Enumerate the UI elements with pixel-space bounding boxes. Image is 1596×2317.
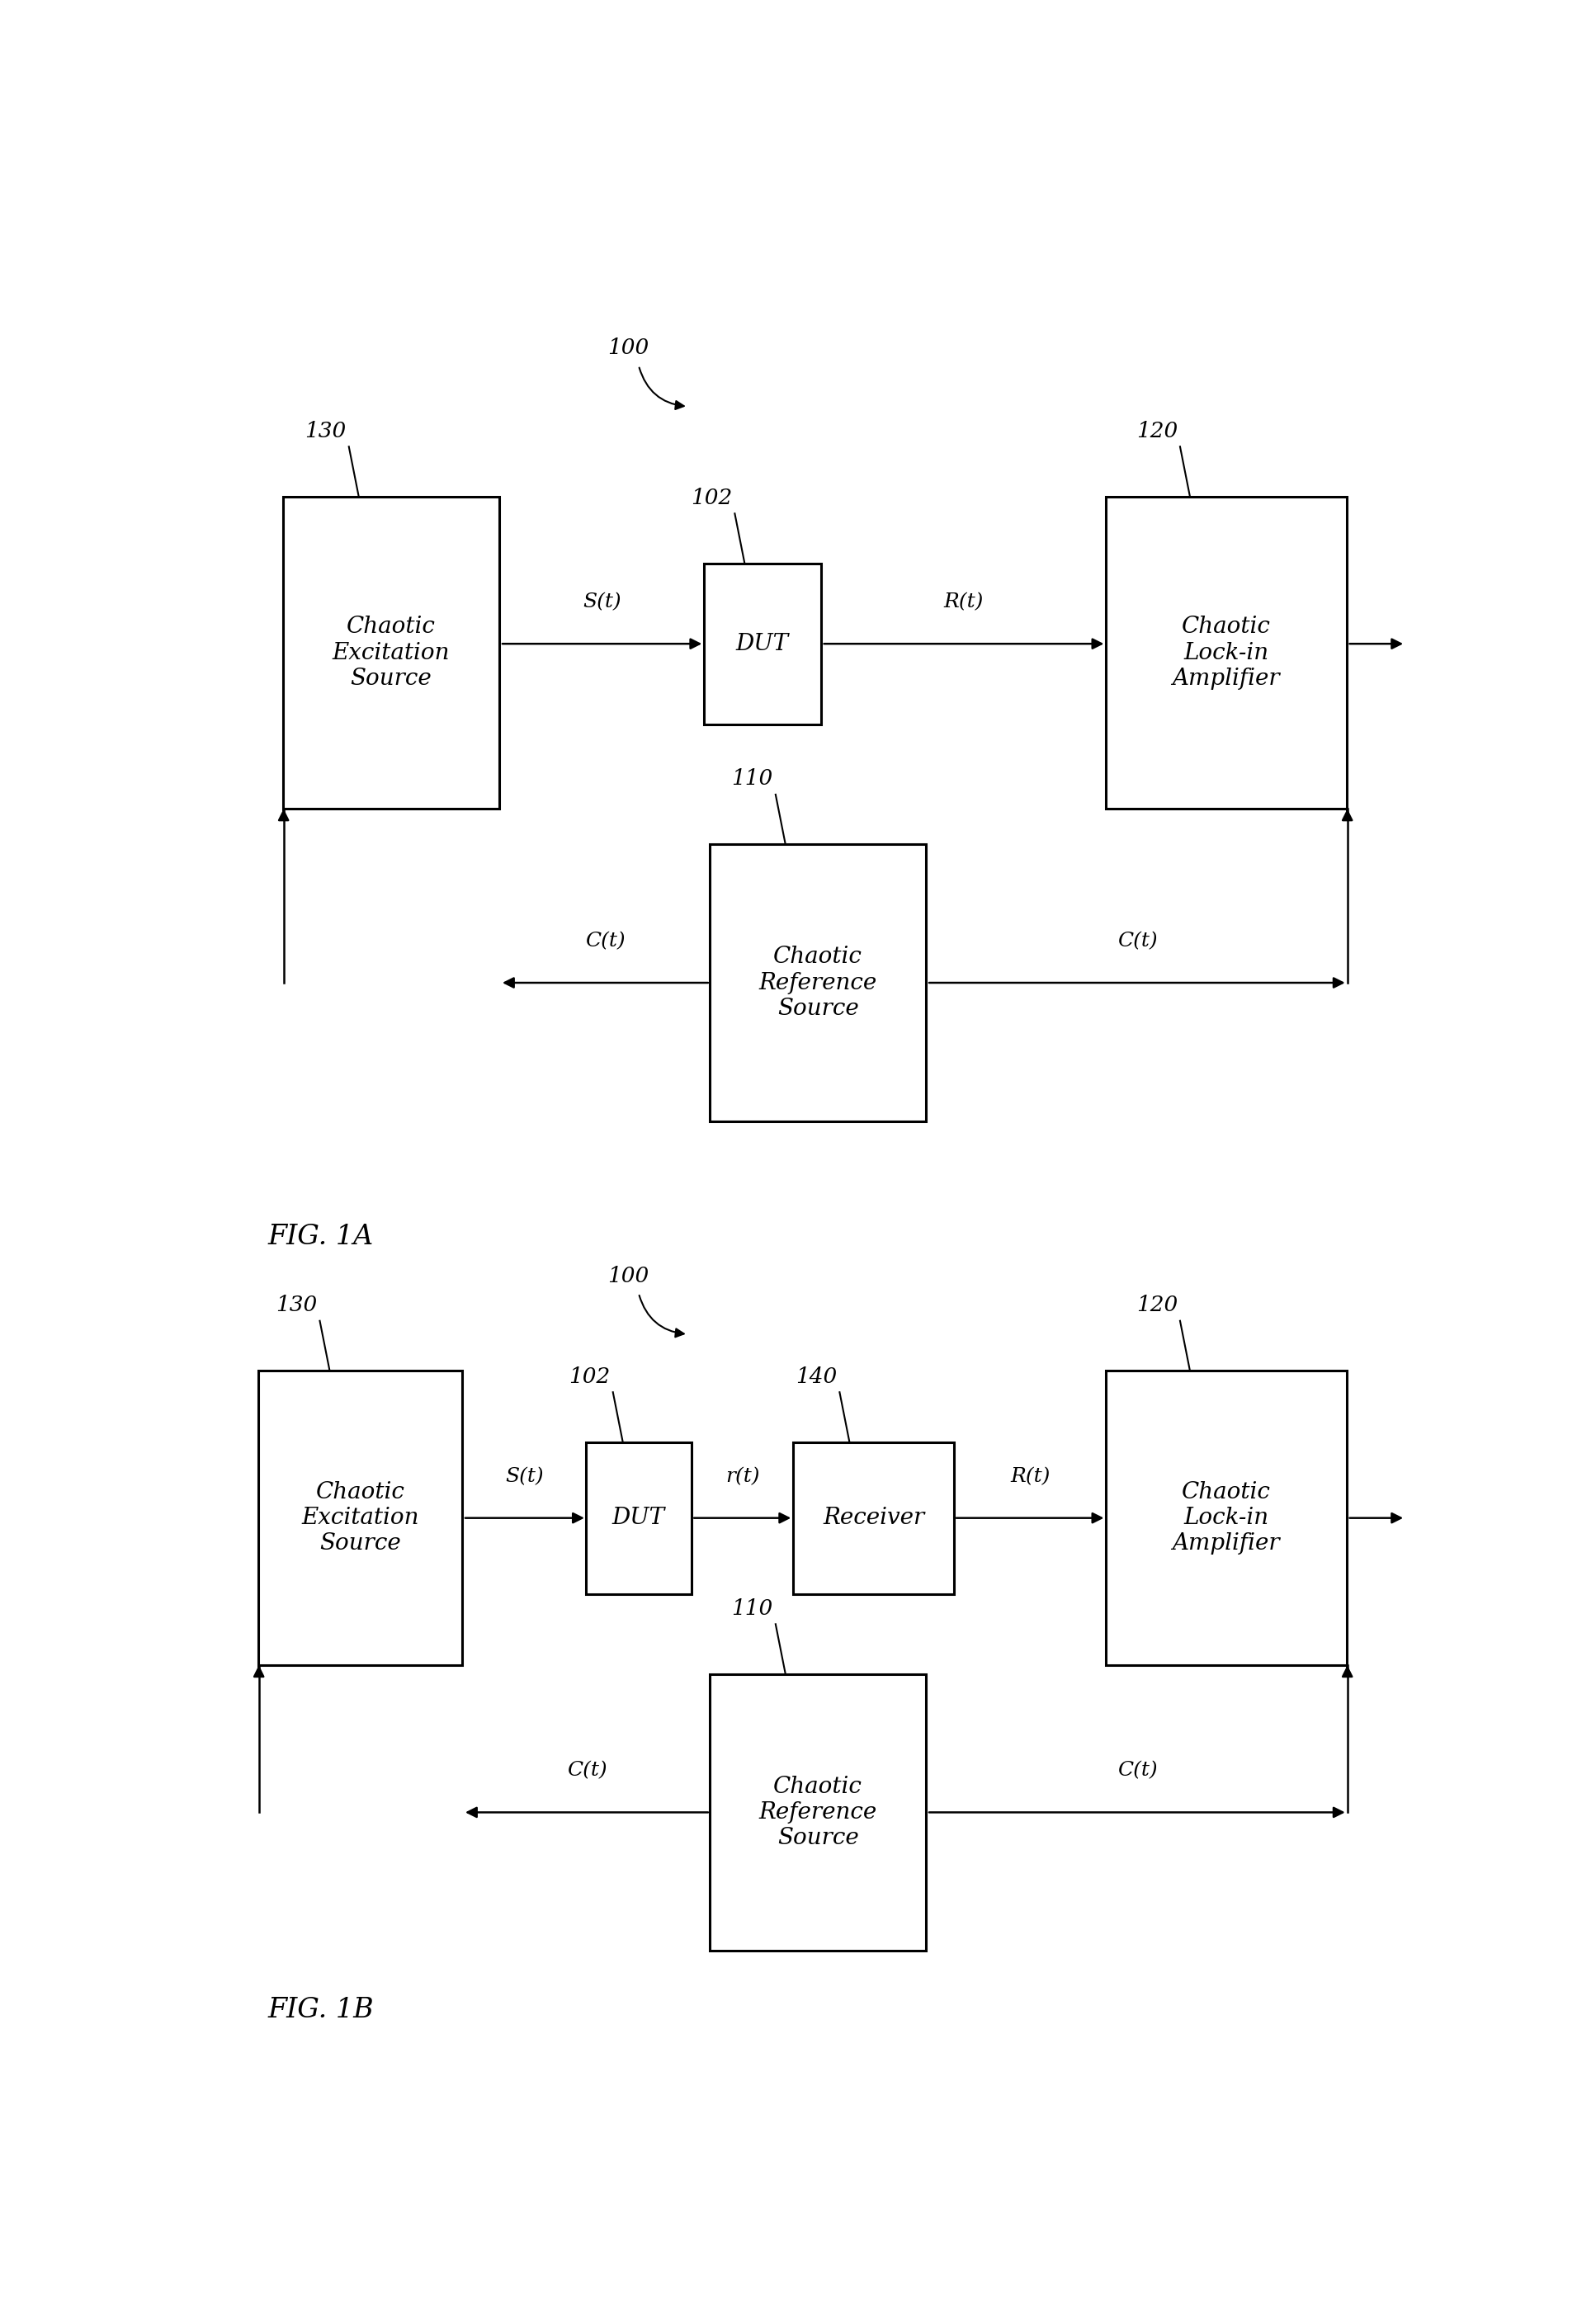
Text: r(t): r(t) xyxy=(725,1467,760,1485)
Bar xyxy=(586,1441,691,1594)
Text: 130: 130 xyxy=(305,422,346,440)
Text: 140: 140 xyxy=(796,1367,838,1388)
Text: Chaotic
Lock-in
Amplifier: Chaotic Lock-in Amplifier xyxy=(1171,1481,1280,1555)
Bar xyxy=(1106,1372,1347,1666)
Text: 120: 120 xyxy=(1136,422,1178,440)
Text: C(t): C(t) xyxy=(586,931,626,950)
Text: S(t): S(t) xyxy=(583,593,621,612)
Text: C(t): C(t) xyxy=(1117,931,1157,950)
Text: DUT: DUT xyxy=(613,1506,666,1529)
Text: R(t): R(t) xyxy=(1010,1467,1050,1485)
Bar xyxy=(710,1675,926,1951)
Text: Chaotic
Reference
Source: Chaotic Reference Source xyxy=(758,1775,878,1849)
Text: 110: 110 xyxy=(731,1599,772,1620)
Text: C(t): C(t) xyxy=(1117,1761,1157,1779)
Text: S(t): S(t) xyxy=(506,1467,544,1485)
Text: 100: 100 xyxy=(608,338,650,359)
Text: Receiver: Receiver xyxy=(824,1506,924,1529)
Text: Chaotic
Excitation
Source: Chaotic Excitation Source xyxy=(302,1481,420,1555)
Bar xyxy=(710,843,926,1121)
Bar xyxy=(793,1441,954,1594)
Text: 102: 102 xyxy=(691,487,733,507)
Text: FIG. 1B: FIG. 1B xyxy=(268,1997,373,2023)
Text: Chaotic
Excitation
Source: Chaotic Excitation Source xyxy=(332,616,450,690)
Text: R(t): R(t) xyxy=(943,593,983,612)
Text: Chaotic
Reference
Source: Chaotic Reference Source xyxy=(758,945,878,1019)
Text: 130: 130 xyxy=(276,1295,318,1316)
Bar xyxy=(259,1372,463,1666)
Bar xyxy=(1106,496,1347,809)
Text: C(t): C(t) xyxy=(567,1761,606,1779)
Text: Chaotic
Lock-in
Amplifier: Chaotic Lock-in Amplifier xyxy=(1171,616,1280,690)
Bar xyxy=(704,563,820,723)
Text: 100: 100 xyxy=(608,1265,650,1286)
Text: FIG. 1A: FIG. 1A xyxy=(268,1223,373,1251)
Bar xyxy=(282,496,500,809)
Text: 110: 110 xyxy=(731,769,772,790)
Text: DUT: DUT xyxy=(736,633,788,656)
Text: 102: 102 xyxy=(570,1367,610,1388)
Text: 120: 120 xyxy=(1136,1295,1178,1316)
